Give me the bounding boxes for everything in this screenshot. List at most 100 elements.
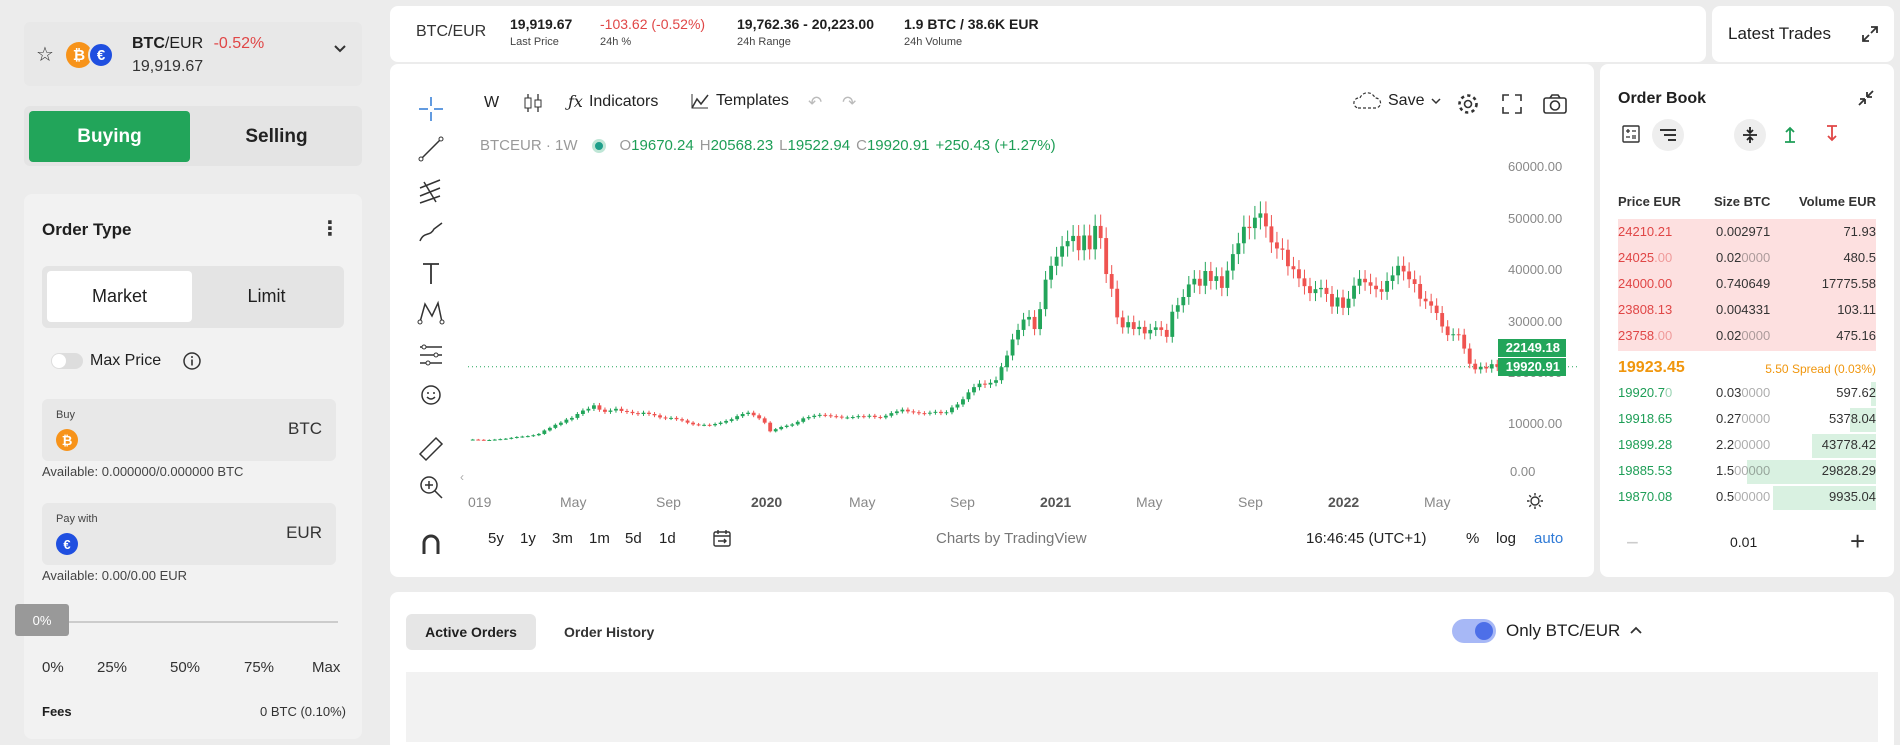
order-book-row[interactable]: 19918.65 0.270000 5378.04 bbox=[1618, 408, 1876, 432]
favorite-star-icon[interactable]: ☆ bbox=[36, 44, 54, 66]
redo-icon[interactable]: ↷ bbox=[842, 93, 857, 112]
legend-close-label: C bbox=[856, 137, 867, 154]
expand-icon[interactable] bbox=[1860, 24, 1880, 49]
auto-scale-toggle[interactable]: auto bbox=[1534, 530, 1564, 547]
only-pair-toggle[interactable] bbox=[1452, 619, 1496, 643]
percent-scale-toggle[interactable]: % bbox=[1466, 530, 1480, 547]
axis-settings-icon[interactable] bbox=[1526, 492, 1544, 515]
order-book-row[interactable]: 24210.21 0.002971 71.93 bbox=[1618, 221, 1876, 243]
zoom-in-icon[interactable] bbox=[416, 472, 446, 502]
collapse-icon[interactable] bbox=[1856, 88, 1876, 113]
chevron-down-icon[interactable] bbox=[1430, 95, 1442, 107]
fib-tools-icon[interactable] bbox=[416, 176, 446, 206]
pay-amount-field[interactable]: Pay with € EUR bbox=[42, 503, 336, 565]
undo-icon[interactable]: ↶ bbox=[808, 93, 823, 112]
text-tool-icon[interactable] bbox=[416, 258, 446, 288]
candle-body bbox=[1175, 305, 1180, 312]
ruler-icon[interactable] bbox=[416, 432, 446, 462]
candle-body bbox=[724, 420, 729, 423]
amount-slider-track[interactable] bbox=[42, 621, 338, 623]
pair-selector[interactable]: ☆ ₿ € BTC/EUR -0.52% 19,919.67 bbox=[24, 22, 362, 86]
both-sides-icon[interactable] bbox=[1734, 119, 1766, 151]
order-book-row[interactable]: 19870.08 0.500000 9935.04 bbox=[1618, 486, 1876, 510]
ob-price: 24000.00 bbox=[1618, 276, 1673, 291]
slider-mark-0[interactable]: 0% bbox=[42, 659, 64, 676]
order-book-row[interactable]: 23758.00 0.020000 475.16 bbox=[1618, 325, 1876, 347]
ob-price: 23758.00 bbox=[1618, 328, 1673, 343]
grouping-step[interactable]: 0.01 bbox=[1730, 534, 1758, 550]
candle-body bbox=[1280, 248, 1285, 250]
buying-button[interactable]: Buying bbox=[29, 111, 190, 162]
candle-body bbox=[1016, 329, 1020, 340]
plus-icon[interactable]: + bbox=[1850, 526, 1866, 556]
order-book-row[interactable]: 24025.00 0.020000 480.5 bbox=[1618, 247, 1876, 269]
order-book-row[interactable]: 23808.13 0.004331 103.11 bbox=[1618, 299, 1876, 321]
candle-body bbox=[856, 416, 861, 418]
magnet-icon[interactable] bbox=[416, 528, 446, 558]
latest-trades-label[interactable]: Latest Trades bbox=[1728, 24, 1832, 43]
pattern-icon[interactable] bbox=[416, 298, 446, 328]
prediction-icon[interactable] bbox=[416, 339, 446, 369]
range-1m[interactable]: 1m bbox=[589, 530, 610, 547]
order-book-row[interactable]: 19920.70 0.030000 597.62 bbox=[1618, 382, 1876, 406]
bids-only-icon[interactable] bbox=[1780, 124, 1800, 149]
templates-button[interactable]: Templates bbox=[690, 92, 789, 110]
indicators-button[interactable]: ƒx Indicators bbox=[568, 92, 658, 111]
candle-body bbox=[592, 405, 596, 409]
y-tick-label: 10000.00 bbox=[1508, 416, 1563, 431]
buy-amount-field[interactable]: Buy ₿ BTC bbox=[42, 399, 336, 461]
tab-order-history[interactable]: Order History bbox=[564, 624, 655, 640]
range-1y[interactable]: 1y bbox=[520, 530, 536, 547]
log-scale-toggle[interactable]: log bbox=[1496, 530, 1517, 547]
date-range-icon[interactable] bbox=[712, 528, 732, 553]
candle-body bbox=[1379, 289, 1384, 292]
tradingview-credit[interactable]: Charts by TradingView bbox=[936, 530, 1087, 547]
max-price-toggle[interactable] bbox=[51, 353, 83, 369]
more-vertical-icon[interactable]: ⋮ bbox=[320, 218, 340, 240]
slider-mark-25[interactable]: 25% bbox=[97, 659, 128, 676]
candle-body bbox=[1434, 305, 1439, 314]
ob-volume: 43778.42 bbox=[1821, 437, 1876, 452]
latest-trades-panel[interactable]: Latest Trades bbox=[1712, 6, 1894, 62]
minus-icon[interactable]: − bbox=[1626, 530, 1639, 555]
order-book-row[interactable]: 19899.28 2.200000 43778.42 bbox=[1618, 434, 1876, 458]
candle-body bbox=[1291, 266, 1296, 270]
candle-body bbox=[861, 416, 866, 418]
price-chart[interactable] bbox=[468, 160, 1588, 510]
market-button[interactable]: Market bbox=[47, 271, 192, 322]
interval-button[interactable]: W bbox=[484, 94, 500, 111]
asks-only-icon[interactable] bbox=[1822, 124, 1842, 149]
chevron-down-icon[interactable] bbox=[332, 40, 348, 61]
chevron-up-icon[interactable] bbox=[1628, 622, 1644, 643]
crosshair-icon[interactable] bbox=[416, 94, 446, 124]
order-book-row[interactable]: 19885.53 1.500000 29828.29 bbox=[1618, 460, 1876, 484]
info-icon[interactable] bbox=[182, 351, 202, 376]
list-view-icon[interactable] bbox=[1652, 119, 1684, 151]
depth-bar bbox=[1870, 382, 1876, 406]
settings-gear-icon[interactable] bbox=[1456, 92, 1480, 121]
camera-icon[interactable] bbox=[1542, 92, 1568, 121]
candle-body bbox=[1159, 327, 1164, 330]
range-5d[interactable]: 5d bbox=[625, 530, 642, 547]
trend-line-icon[interactable] bbox=[416, 134, 446, 164]
scroll-left-icon[interactable]: ‹ bbox=[460, 470, 464, 484]
slider-mark-max[interactable]: Max bbox=[312, 659, 341, 676]
emoji-icon[interactable] bbox=[416, 380, 446, 410]
candle-body bbox=[498, 439, 503, 441]
save-button[interactable]: Save bbox=[1352, 92, 1442, 110]
order-book-row[interactable]: 24000.00 0.740649 17775.58 bbox=[1618, 273, 1876, 295]
brush-icon[interactable] bbox=[416, 217, 446, 247]
candle-body bbox=[1263, 213, 1268, 227]
grouping-calc-icon[interactable] bbox=[1616, 119, 1646, 149]
selling-button[interactable]: Selling bbox=[245, 125, 308, 147]
slider-mark-50[interactable]: 50% bbox=[170, 659, 201, 676]
candles-icon[interactable] bbox=[523, 92, 543, 119]
range-5y[interactable]: 5y bbox=[488, 530, 504, 547]
limit-button[interactable]: Limit bbox=[247, 286, 286, 306]
range-1d[interactable]: 1d bbox=[659, 530, 676, 547]
tab-active-orders[interactable]: Active Orders bbox=[406, 614, 536, 650]
range-3m[interactable]: 3m bbox=[552, 530, 573, 547]
amount-slider-handle[interactable]: 0% bbox=[15, 604, 69, 636]
fullscreen-icon[interactable] bbox=[1500, 92, 1524, 121]
slider-mark-75[interactable]: 75% bbox=[244, 659, 275, 676]
